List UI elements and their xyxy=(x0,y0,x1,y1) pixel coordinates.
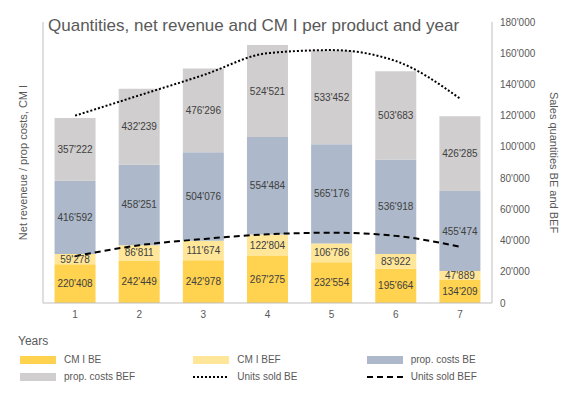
html-text:Years: Years xyxy=(18,334,49,348)
svg-text:416'592: 416'592 xyxy=(57,212,93,223)
svg-text:565'176: 565'176 xyxy=(314,188,350,199)
svg-text:5: 5 xyxy=(329,309,335,320)
svg-text:554'484: 554'484 xyxy=(250,180,286,191)
svg-text:Net reveneue / prop costs, CM: Net reveneue / prop costs, CM I xyxy=(17,85,29,240)
svg-text:7: 7 xyxy=(457,309,463,320)
html-text:Units sold BE: Units sold BE xyxy=(237,371,298,382)
svg-text:195'664: 195'664 xyxy=(378,280,414,291)
svg-text:83'922: 83'922 xyxy=(381,256,411,267)
svg-text:40'000: 40'000 xyxy=(500,235,530,246)
svg-text:160'000: 160'000 xyxy=(500,48,536,59)
svg-text:3: 3 xyxy=(201,309,207,320)
svg-text:4: 4 xyxy=(265,309,271,320)
svg-text:80'000: 80'000 xyxy=(500,173,530,184)
svg-text:86'811: 86'811 xyxy=(125,247,154,258)
svg-text:524'521: 524'521 xyxy=(250,86,286,97)
svg-text:426'285: 426'285 xyxy=(442,148,478,159)
svg-text:106'786: 106'786 xyxy=(314,247,350,258)
svg-text:267'275: 267'275 xyxy=(250,274,286,285)
svg-text:140'000: 140'000 xyxy=(500,79,536,90)
svg-text:242'449: 242'449 xyxy=(122,276,158,287)
svg-text:100'000: 100'000 xyxy=(500,141,536,152)
svg-text:533'452: 533'452 xyxy=(314,92,350,103)
html-text:CM I BEF: CM I BEF xyxy=(237,354,281,365)
svg-text:357'222: 357'222 xyxy=(57,144,93,155)
svg-text:59'278: 59'278 xyxy=(60,254,90,265)
svg-text:432'239: 432'239 xyxy=(122,121,158,132)
svg-text:Sales quantities BE and BEF: Sales quantities BE and BEF xyxy=(548,92,559,234)
svg-text:220'408: 220'408 xyxy=(57,278,93,289)
svg-text:2: 2 xyxy=(136,309,142,320)
svg-text:1: 1 xyxy=(72,309,78,320)
html-text:prop. costs BEF: prop. costs BEF xyxy=(64,371,136,382)
svg-text:20'000: 20'000 xyxy=(500,266,530,277)
svg-text:455'474: 455'474 xyxy=(442,226,478,237)
svg-text:6: 6 xyxy=(393,309,399,320)
html-text:CM I BE: CM I BE xyxy=(64,354,102,365)
svg-text:503'683: 503'683 xyxy=(378,110,414,121)
svg-text:476'296: 476'296 xyxy=(186,105,222,116)
svg-text:122'804: 122'804 xyxy=(250,240,286,251)
svg-text:458'251: 458'251 xyxy=(122,199,158,210)
svg-text:60'000: 60'000 xyxy=(500,204,530,215)
svg-text:120'000: 120'000 xyxy=(500,110,536,121)
svg-text:504'076: 504'076 xyxy=(186,191,222,202)
html-text:Units sold BEF: Units sold BEF xyxy=(410,371,477,382)
html-text:prop. costs BE: prop. costs BE xyxy=(410,354,476,365)
svg-text:111'674: 111'674 xyxy=(186,245,220,256)
svg-text:134'209: 134'209 xyxy=(442,286,478,297)
svg-text:180'000: 180'000 xyxy=(500,17,536,28)
svg-text:47'889: 47'889 xyxy=(445,270,475,281)
svg-text:536'918: 536'918 xyxy=(378,201,414,212)
svg-text:232'554: 232'554 xyxy=(314,277,350,288)
html-text:Quantities, net revenue and CM: Quantities, net revenue and CM I per pro… xyxy=(48,16,460,35)
svg-text:242'978: 242'978 xyxy=(186,276,222,287)
svg-text:0: 0 xyxy=(500,298,506,309)
